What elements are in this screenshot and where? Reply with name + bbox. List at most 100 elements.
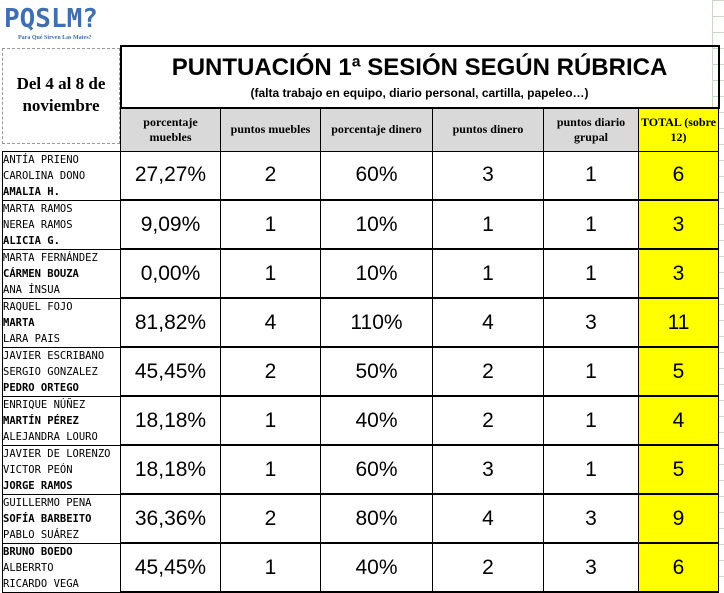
porcentaje-dinero-value: 110%: [320, 297, 433, 348]
column-header-porcentaje-dinero: porcentaje dinero: [320, 107, 433, 152]
puntos-dinero-value: 4: [432, 493, 544, 544]
student-name: JORGE RAMOS: [3, 479, 73, 492]
porcentaje-dinero-value: 40%: [320, 542, 433, 593]
student-name: PABLO SUÁREZ: [3, 528, 79, 541]
page-title: PUNTUACIÓN 1ª SESIÓN SEGÚN RÚBRICA: [171, 54, 668, 81]
puntos-diario-value: 1: [543, 248, 639, 299]
puntos-diario-value: 1: [543, 346, 639, 397]
puntos-dinero-value: 3: [432, 150, 544, 201]
student-name: ANTÍA PRIENO: [3, 153, 79, 166]
student-name: JAVIER ESCRIBANO: [3, 349, 105, 362]
porcentaje-muebles-value: 45,45%: [120, 542, 221, 593]
student-name: AMALIA H.: [3, 185, 60, 198]
student-name: CAROLINA DONO: [3, 169, 86, 182]
porcentaje-dinero-value: 60%: [320, 444, 433, 495]
student-name: RAQUEL FOJO: [3, 300, 73, 313]
table-row: MARTA RAMOS NEREA RAMOS ALICIA G. 9,09% 1 10%…: [2, 199, 719, 250]
puntos-dinero-value: 2: [432, 542, 544, 593]
puntos-dinero-value: 3: [432, 444, 544, 495]
table-row: GUILLERMO PENA SOFÍA BARBEITO PABLO SUÁREZ…: [2, 493, 719, 544]
table-row: JAVIER DE LORENZO VICTOR PEÓN JORGE RAMOS 1…: [2, 444, 719, 495]
student-name: ALEJANDRA LOURO: [3, 430, 98, 443]
group-members-cell: GUILLERMO PENA SOFÍA BARBEITO PABLO SUÁREZ: [2, 493, 121, 544]
student-name: VICTOR PEÓN: [3, 463, 73, 476]
student-name: ALBERRTO: [3, 561, 54, 574]
puntos-diario-value: 1: [543, 150, 639, 201]
total-value: 4: [638, 395, 719, 446]
porcentaje-muebles-value: 45,45%: [120, 346, 221, 397]
student-name: CÁRMEN BOUZA: [3, 267, 79, 280]
puntos-dinero-value: 4: [432, 297, 544, 348]
student-name: MARTA RAMOS: [3, 202, 73, 215]
puntos-muebles-value: 2: [220, 150, 321, 201]
puntos-dinero-value: 1: [432, 248, 544, 299]
logo-tagline: Para Qué Sirven Las Mates?: [18, 35, 92, 41]
table-row: ENRIQUE NÚÑEZ MARTÍN PÉREZ ALEJANDRA LOURO…: [2, 395, 719, 446]
puntos-muebles-value: 4: [220, 297, 321, 348]
puntos-dinero-value: 2: [432, 395, 544, 446]
column-header-puntos-dinero: puntos dinero: [432, 107, 544, 152]
group-members-cell: MARTA RAMOS NEREA RAMOS ALICIA G.: [2, 199, 121, 250]
porcentaje-muebles-value: 81,82%: [120, 297, 221, 348]
porcentaje-dinero-value: 60%: [320, 150, 433, 201]
table-row: JAVIER ESCRIBANO SERGIO GONZALEZ PEDRO ORT…: [2, 346, 719, 397]
total-value: 6: [638, 150, 719, 201]
puntos-diario-value: 1: [543, 199, 639, 250]
puntos-muebles-value: 1: [220, 395, 321, 446]
group-members-cell: JAVIER ESCRIBANO SERGIO GONZALEZ PEDRO ORT…: [2, 346, 121, 397]
total-value: 5: [638, 346, 719, 397]
porcentaje-dinero-value: 10%: [320, 199, 433, 250]
porcentaje-dinero-value: 80%: [320, 493, 433, 544]
student-name: ANA ÍNSUA: [3, 283, 60, 296]
column-header-porcentaje-muebles: porcentaje muebles: [120, 107, 221, 152]
puntos-diario-value: 1: [543, 395, 639, 446]
puntos-diario-value: 3: [543, 493, 639, 544]
puntos-dinero-value: 1: [432, 199, 544, 250]
total-value: 5: [638, 444, 719, 495]
date-label: Del 4 al 8 de noviembre: [2, 48, 120, 144]
puntos-muebles-value: 1: [220, 199, 321, 250]
porcentaje-muebles-value: 27,27%: [120, 150, 221, 201]
student-name: BRUNO BOEDO: [3, 545, 73, 558]
porcentaje-muebles-value: 18,18%: [120, 444, 221, 495]
porcentaje-muebles-value: 18,18%: [120, 395, 221, 446]
puntos-diario-value: 1: [543, 444, 639, 495]
porcentaje-muebles-value: 0,00%: [120, 248, 221, 299]
student-name: PEDRO ORTEGO: [3, 381, 79, 394]
student-name: SOFÍA BARBEITO: [3, 512, 92, 525]
puntos-muebles-value: 1: [220, 542, 321, 593]
group-members-cell: RAQUEL FOJO MARTA LARA PAIS: [2, 297, 121, 348]
student-name: ENRIQUE NÚÑEZ: [3, 398, 86, 411]
total-value: 3: [638, 248, 719, 299]
puntos-muebles-value: 1: [220, 248, 321, 299]
table-title-cell: PUNTUACIÓN 1ª SESIÓN SEGÚN RÚBRICA (falt…: [119, 45, 720, 109]
student-name: NEREA RAMOS: [3, 218, 73, 231]
puntos-muebles-value: 2: [220, 493, 321, 544]
column-header-total: TOTAL (sobre 12): [638, 107, 719, 152]
total-value: 9: [638, 493, 719, 544]
total-value: 11: [638, 297, 719, 348]
student-name: JAVIER DE LORENZO: [3, 447, 111, 460]
pqslm-logo: PQSLM? Para Qué Sirven Las Mates?: [4, 4, 118, 44]
porcentaje-muebles-value: 36,36%: [120, 493, 221, 544]
group-members-cell: ANTÍA PRIENO CAROLINA DONO AMALIA H.: [2, 150, 121, 201]
porcentaje-dinero-value: 50%: [320, 346, 433, 397]
porcentaje-muebles-value: 9,09%: [120, 199, 221, 250]
porcentaje-dinero-value: 10%: [320, 248, 433, 299]
puntos-diario-value: 3: [543, 297, 639, 348]
table-row: BRUNO BOEDO ALBERRTO RICARDO VEGA 45,45% 1 40…: [2, 542, 719, 593]
puntos-diario-value: 3: [543, 542, 639, 593]
table-row: ANTÍA PRIENO CAROLINA DONO AMALIA H. 27,27%…: [2, 150, 719, 201]
total-value: 3: [638, 199, 719, 250]
puntos-dinero-value: 2: [432, 346, 544, 397]
student-name: MARTA FERNÁNDEZ: [3, 251, 98, 264]
group-members-cell: JAVIER DE LORENZO VICTOR PEÓN JORGE RAMOS: [2, 444, 121, 495]
group-members-cell: MARTA FERNÁNDEZ CÁRMEN BOUZA ANA ÍNSUA: [2, 248, 121, 299]
student-name: SERGIO GONZALEZ: [3, 365, 98, 378]
student-name: GUILLERMO PENA: [3, 496, 92, 509]
page-subtitle: (falta trabajo en equipo, diario persona…: [250, 86, 589, 100]
column-header-puntos-muebles: puntos muebles: [220, 107, 321, 152]
puntos-muebles-value: 2: [220, 346, 321, 397]
student-name: MARTÍN PÉREZ: [3, 414, 79, 427]
student-name: LARA PAIS: [3, 332, 60, 345]
